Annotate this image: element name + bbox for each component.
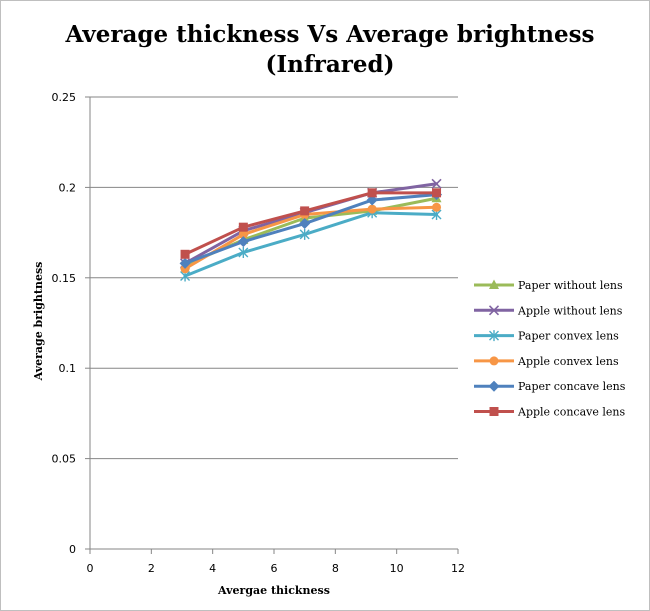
data-point — [432, 188, 442, 198]
x-tick-label: 2 — [148, 562, 155, 575]
series-line — [183, 182, 439, 265]
chart-title: Average thickness Vs Average brightness … — [0, 20, 650, 80]
data-point — [367, 204, 377, 214]
data-point — [238, 222, 248, 232]
x-tick-label: 12 — [451, 562, 465, 575]
data-point — [179, 257, 191, 269]
y-tick-label: 0.1 — [59, 362, 77, 375]
legend-marker — [488, 305, 500, 316]
y-tick-label: 0.25 — [52, 91, 77, 104]
y-axis-label: Average brightness — [32, 262, 45, 382]
legend-label: Apple convex lens — [517, 355, 619, 368]
data-point — [300, 206, 310, 216]
legend-item-2: Paper convex lens — [474, 330, 619, 343]
y-tick-label: 0.2 — [59, 181, 77, 194]
legend-marker — [489, 330, 499, 342]
legend-label: Apple without lens — [517, 304, 623, 317]
x-tick-label: 4 — [209, 562, 216, 575]
legend-item-0: Paper without lens — [474, 279, 623, 292]
axes — [85, 96, 459, 554]
data-point — [432, 202, 442, 212]
tick-labels: 0 0.05 0.1 0.15 0.2 0.25 0 2 4 6 8 10 12 — [52, 91, 466, 575]
legend: Paper without lens Apple without lens Pape… — [474, 279, 626, 419]
legend-marker — [488, 380, 500, 392]
x-tick-label: 6 — [271, 562, 278, 575]
legend-item-3: Apple convex lens — [474, 355, 619, 368]
y-tick-label: 0.15 — [52, 272, 77, 285]
chart-title-line2: (Infrared) — [265, 51, 395, 78]
data-point — [299, 228, 310, 240]
data-point — [180, 249, 190, 259]
data-point — [431, 178, 442, 189]
x-tick-label: 10 — [390, 562, 404, 575]
x-tick-label: 0 — [87, 562, 94, 575]
data-point — [238, 246, 249, 258]
y-tick-label: 0 — [69, 543, 76, 556]
data-point — [299, 218, 311, 230]
legend-label: Paper without lens — [518, 279, 623, 292]
data-point — [238, 229, 248, 239]
x-tick-label: 8 — [332, 562, 339, 575]
legend-label: Paper convex lens — [518, 330, 619, 343]
data-point — [237, 236, 249, 248]
legend-item-1: Apple without lens — [474, 304, 623, 317]
series-group — [179, 178, 443, 282]
legend-marker — [489, 279, 499, 289]
legend-label: Paper concave lens — [518, 380, 626, 393]
legend-marker — [489, 356, 499, 366]
legend-label: Apple concave lens — [517, 406, 625, 419]
series-5 — [180, 188, 442, 259]
legend-item-5: Apple concave lens — [474, 406, 625, 419]
chart-title-line1: Average thickness Vs Average brightness — [65, 21, 595, 48]
series-4 — [179, 189, 443, 269]
legend-item-4: Paper concave lens — [474, 380, 626, 393]
data-point — [367, 188, 377, 198]
y-tick-label: 0.05 — [52, 453, 77, 466]
legend-marker — [489, 407, 499, 416]
gridlines — [90, 96, 458, 460]
x-axis-label: Avergae thickness — [217, 584, 330, 597]
